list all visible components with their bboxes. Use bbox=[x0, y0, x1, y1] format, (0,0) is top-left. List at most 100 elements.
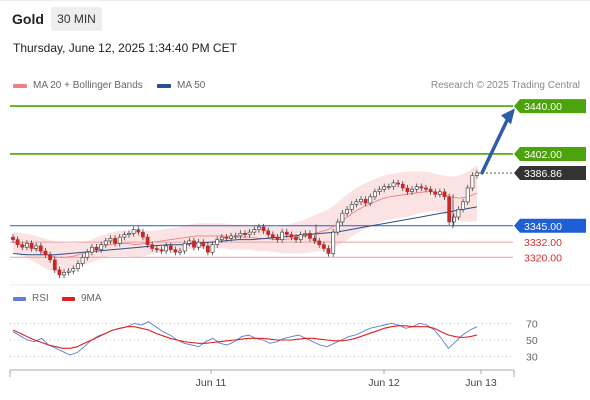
candle-body bbox=[85, 251, 90, 258]
price-label-pivot: 3345.00 bbox=[524, 221, 562, 233]
candle-body bbox=[117, 236, 122, 244]
candle-body bbox=[57, 269, 62, 276]
candle-body bbox=[289, 234, 294, 238]
candle-body bbox=[238, 233, 243, 237]
candle-body bbox=[90, 246, 94, 253]
candle-body bbox=[206, 245, 210, 253]
ma20-swatch bbox=[13, 83, 27, 88]
price-tag-pivot bbox=[514, 218, 586, 233]
price-label-current: 3386.86 bbox=[524, 168, 562, 180]
candle-body bbox=[294, 236, 298, 240]
candle-body bbox=[168, 245, 173, 250]
candle-body bbox=[43, 250, 48, 256]
candle-body bbox=[99, 244, 104, 250]
candles bbox=[11, 169, 479, 279]
candle-body bbox=[48, 254, 53, 261]
timestamp: Thursday, June 12, 2025 1:34:40 PM CET bbox=[13, 41, 237, 55]
candle-body bbox=[419, 186, 424, 189]
x-tick-label: Jun 13 bbox=[465, 377, 497, 389]
price-label-resistance: 3402.00 bbox=[524, 149, 562, 161]
candle-body bbox=[196, 241, 201, 248]
ma9-line bbox=[12, 325, 478, 349]
candle-body bbox=[428, 188, 433, 192]
candle-body bbox=[29, 243, 34, 249]
price-label-support: 3332.00 bbox=[524, 237, 562, 249]
candle-body bbox=[150, 244, 155, 249]
candle-body bbox=[131, 229, 136, 234]
price-tag-current bbox=[514, 166, 586, 181]
candle-body bbox=[76, 263, 80, 269]
candle-body bbox=[433, 191, 438, 195]
legend-ma50: MA 50 bbox=[157, 80, 205, 91]
candle-body bbox=[321, 244, 326, 249]
candle-body bbox=[224, 236, 229, 239]
price-label-resistance: 3440.00 bbox=[524, 101, 562, 113]
candle-body bbox=[359, 199, 363, 203]
interval-selector[interactable]: 30 MIN bbox=[51, 7, 102, 31]
candle-body bbox=[317, 240, 322, 245]
legend-ma20: MA 20 + Bollinger Bands bbox=[13, 80, 143, 91]
ma9-swatch bbox=[62, 296, 75, 301]
candle-body bbox=[447, 196, 452, 223]
ma20-label: MA 20 + Bollinger Bands bbox=[33, 80, 143, 91]
candle-body bbox=[210, 244, 215, 253]
candle-body bbox=[219, 236, 224, 240]
candle-body bbox=[340, 212, 345, 223]
candle-body bbox=[396, 182, 401, 185]
price-label-support: 3320.00 bbox=[524, 252, 562, 264]
candle-body bbox=[470, 175, 475, 189]
candle-body bbox=[233, 235, 238, 238]
legend-rsi: RSI bbox=[13, 293, 49, 304]
candle-body bbox=[154, 248, 159, 251]
candle-body bbox=[24, 243, 29, 248]
candle-body bbox=[173, 249, 178, 253]
candle-body bbox=[71, 268, 76, 272]
candle-body bbox=[424, 187, 428, 190]
candle-body bbox=[164, 245, 169, 252]
candle-body bbox=[34, 245, 39, 249]
bollinger-band bbox=[13, 165, 477, 273]
candle-body bbox=[201, 241, 206, 247]
candle-body bbox=[66, 270, 71, 273]
candle-body bbox=[52, 259, 57, 271]
rsi-tick-label: 30 bbox=[526, 352, 538, 364]
candle-body bbox=[11, 236, 15, 240]
candle-body bbox=[38, 245, 43, 252]
chart-header: Gold 30 MIN bbox=[0, 0, 590, 38]
candle-body bbox=[410, 188, 414, 192]
candle-body bbox=[192, 240, 196, 248]
candle-body bbox=[298, 234, 303, 240]
candle-body bbox=[382, 186, 387, 190]
price-tag-resistance bbox=[514, 99, 586, 114]
candle-body bbox=[15, 239, 20, 245]
candle-body bbox=[266, 230, 271, 235]
price-tag-resistance bbox=[514, 146, 586, 161]
candle-body bbox=[331, 231, 336, 254]
candle-body bbox=[122, 234, 127, 238]
candle-body bbox=[103, 240, 108, 245]
candle-body bbox=[308, 233, 312, 239]
rsi-tick-label: 50 bbox=[526, 335, 538, 347]
candle-body bbox=[414, 186, 419, 190]
candle-body bbox=[437, 191, 442, 195]
candle-body bbox=[275, 236, 280, 240]
candle-body bbox=[303, 233, 308, 235]
candle-body bbox=[136, 229, 141, 233]
x-tick-label: Jun 12 bbox=[368, 377, 400, 389]
candle-body bbox=[372, 191, 377, 198]
ma9-label: 9MA bbox=[81, 293, 102, 304]
candle-body bbox=[442, 191, 447, 198]
candle-body bbox=[108, 238, 113, 242]
candle-body bbox=[335, 221, 340, 233]
rsi-label: RSI bbox=[32, 293, 49, 304]
candle-body bbox=[229, 235, 234, 239]
candle-body bbox=[256, 226, 261, 230]
candle-body bbox=[400, 183, 405, 189]
forecast-arrow-head bbox=[501, 108, 515, 125]
candle-body bbox=[80, 256, 85, 264]
candle-body bbox=[261, 226, 266, 232]
candle-body bbox=[187, 240, 192, 244]
candle-body bbox=[145, 236, 150, 246]
x-tick-label: Jun 11 bbox=[196, 377, 227, 389]
